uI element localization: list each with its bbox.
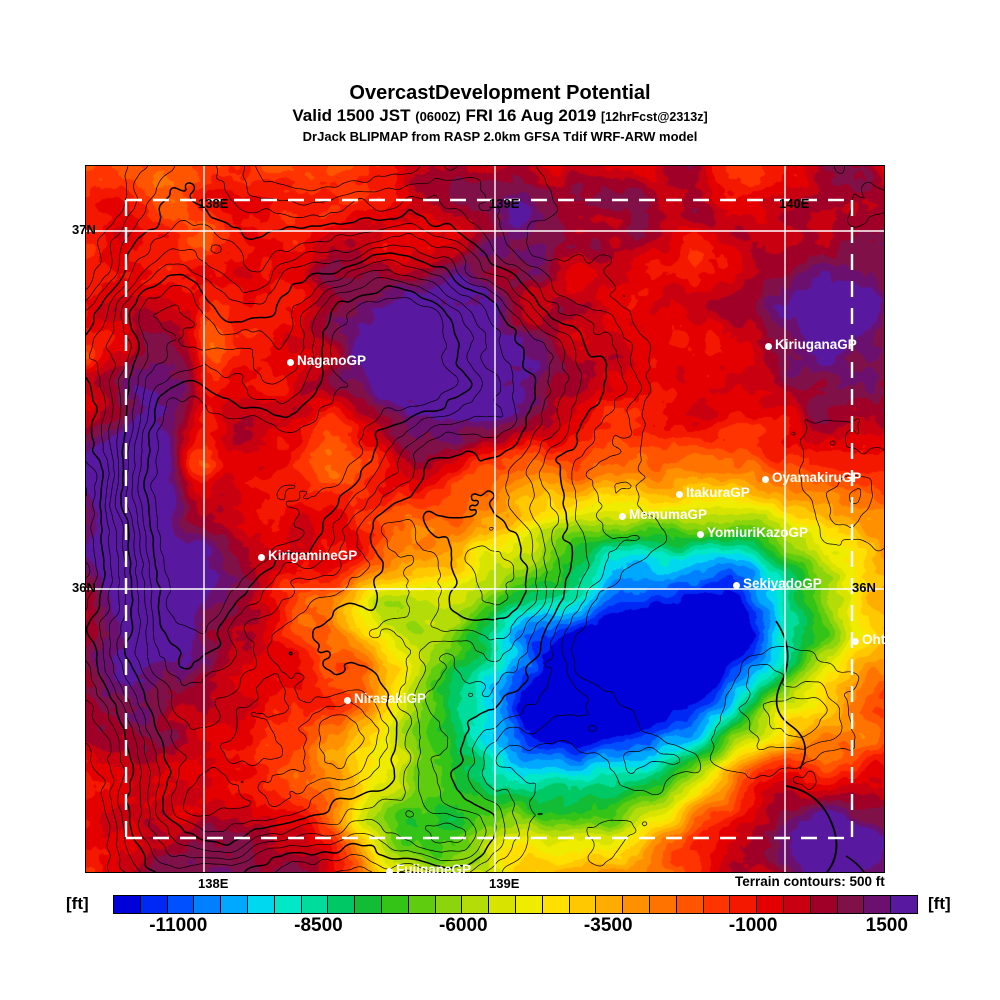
lat-label-1: 36N	[72, 580, 96, 595]
colorbar-swatch-18	[596, 896, 624, 913]
contour-line	[143, 285, 473, 670]
colorbar-swatch-29	[891, 896, 917, 913]
station-label-memumagp: MemumaGP	[629, 507, 708, 522]
contour-line	[845, 855, 865, 872]
station-label-kiriuganagp: KiriuganaGP	[775, 337, 857, 352]
colorbar-tick--1000: -1000	[728, 915, 778, 936]
contour-line	[105, 232, 570, 860]
colorbar-swatch-16	[542, 896, 570, 913]
station-label-sekiyadogp: SekiyadoGP	[743, 576, 822, 591]
valid-prefix: Valid 1500 JST	[292, 106, 411, 125]
colorbar-swatch-14	[489, 896, 516, 913]
terrain-contour-note: Terrain contours: 500 ft	[735, 874, 885, 889]
colorbar-swatch-9	[355, 896, 382, 913]
station-label-yomiurikazogp: YomiuriKazoGP	[707, 525, 809, 540]
station-label-itakuragp: ItakuraGP	[686, 485, 750, 500]
station-marker[interactable]	[344, 697, 351, 704]
lon-label-1: 139E	[489, 196, 520, 211]
colorbar-swatch-19	[623, 896, 650, 913]
valid-day: FRI 16 Aug 2019	[465, 106, 597, 125]
contour-line	[131, 269, 504, 817]
contour-line	[86, 166, 884, 872]
station-marker[interactable]	[852, 638, 859, 645]
colorbar-swatch-7	[301, 896, 329, 913]
colorbar-swatch-23	[730, 896, 758, 913]
colorbar-swatch-13	[462, 896, 490, 913]
station-marker[interactable]	[386, 868, 393, 875]
colorbar-swatch-12	[435, 896, 463, 913]
station-marker[interactable]	[676, 491, 683, 498]
lon-label-0: 138E	[198, 196, 229, 211]
station-label-nirasakigp: NirasakiGP	[354, 691, 427, 706]
colorbar-swatch-3	[194, 896, 222, 913]
valid-time-line: Valid 1500 JST (0600Z) FRI 16 Aug 2019 […	[0, 105, 1000, 128]
station-label-kirigaminegp: KirigamineGP	[268, 548, 358, 563]
colorbar-swatch-21	[676, 896, 704, 913]
colorbar-swatch-26	[810, 896, 838, 913]
contour-line	[137, 277, 483, 770]
colorbar-swatch-27	[837, 896, 865, 913]
colorbar-tick-1500: 1500	[865, 915, 908, 936]
station-marker[interactable]	[765, 343, 772, 350]
forecast-tag: [12hrFcst@2313z]	[600, 110, 708, 124]
lon-label-2: 140E	[779, 196, 810, 211]
contour-line	[86, 182, 608, 872]
colorbar-swatch-22	[703, 896, 731, 913]
colorbar-swatch-0	[114, 896, 141, 913]
colorbar-unit-left: [ft]	[66, 894, 89, 913]
lat-label-2: 36N	[852, 580, 876, 595]
colorbar-swatch-28	[864, 896, 892, 913]
station-marker[interactable]	[733, 582, 740, 589]
map-plot-area[interactable]	[85, 165, 885, 873]
terrain-potential-field	[86, 166, 884, 872]
station-marker[interactable]	[697, 531, 704, 538]
colorbar-swatch-6	[274, 896, 302, 913]
colorbar-swatch-15	[515, 896, 543, 913]
valid-utc: (0600Z)	[415, 109, 461, 124]
station-marker[interactable]	[619, 513, 626, 520]
station-marker[interactable]	[258, 554, 265, 561]
page-title: OvercastDevelopment Potential	[349, 82, 651, 104]
contour-line	[785, 785, 838, 872]
colorbar-swatch-1	[140, 896, 168, 913]
contour-line	[86, 166, 873, 872]
station-marker[interactable]	[287, 359, 294, 366]
colorbar-tick--8500: -8500	[294, 915, 343, 936]
colorbar-swatch-24	[757, 896, 784, 913]
colorbar-tick--11000: -11000	[149, 915, 208, 936]
title-block: OvercastDevelopment Potential Valid 1500…	[0, 82, 1000, 145]
contour-line	[120, 252, 537, 846]
colorbar-swatch-5	[247, 896, 275, 913]
colorbar-unit-right: [ft]	[928, 894, 951, 913]
colorbar-swatch-20	[649, 896, 677, 913]
lon-label-4: 139E	[489, 876, 520, 891]
colorbar-region: [ft] [ft] -11000 -8500 -6000 -3500 -1000 1500	[0, 888, 1000, 948]
station-label-naganogp: NaganoGP	[297, 353, 367, 368]
colorbar-swatch-25	[783, 896, 811, 913]
station-label-oyamakirugp: OyamakiruGP	[772, 470, 862, 485]
contour-line	[150, 297, 459, 635]
colorbar-swatch-11	[408, 896, 436, 913]
colorbar-swatch-4	[221, 896, 248, 913]
contour-line	[125, 259, 518, 833]
colorbar[interactable]	[113, 895, 918, 914]
colorbar-swatch-8	[328, 896, 356, 913]
station-label-ohtone: Ohtone	[862, 632, 910, 647]
map-overlay-graticule	[86, 166, 884, 872]
lat-label-0: 37N	[72, 222, 96, 237]
lon-label-3: 138E	[198, 876, 229, 891]
colorbar-swatch-10	[381, 896, 409, 913]
contour-line	[89, 220, 582, 869]
contour-line	[86, 166, 862, 872]
colorbar-swatch-17	[569, 896, 597, 913]
model-credit-line: DrJack BLIPMAP from RASP 2.0km GFSA Tdif…	[302, 129, 698, 144]
contour-line	[775, 620, 806, 770]
station-marker[interactable]	[762, 476, 769, 483]
station-label-fujiganegp: FujiganeGP	[396, 862, 472, 877]
colorbar-tick--6000: -6000	[439, 915, 488, 936]
colorbar-tick--3500: -3500	[583, 915, 633, 936]
colorbar-swatch-2	[167, 896, 195, 913]
